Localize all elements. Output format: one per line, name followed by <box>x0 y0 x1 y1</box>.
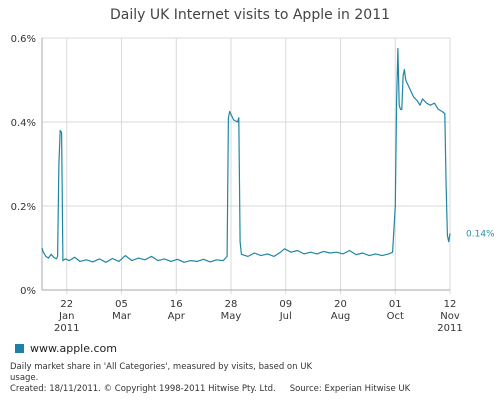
x-tick-label: May <box>221 311 242 322</box>
y-axis: 0% 0.2% 0.4% 0.6% <box>11 34 36 297</box>
x-tick-label: 12 <box>444 299 457 310</box>
x-tick-label: 2011 <box>54 323 79 334</box>
x-tick-label: Jan <box>58 311 74 322</box>
footnote-line-3: Created: 18/11/2011. © Copyright 1998-20… <box>10 384 490 395</box>
footnote: Daily market share in 'All Categories', … <box>10 362 490 395</box>
legend-label: www.apple.com <box>30 342 117 355</box>
x-tick-label: 28 <box>225 299 238 310</box>
footnote-created: Created: 18/11/2011. © Copyright 1998-20… <box>10 384 276 394</box>
footnote-source: Source: Experian Hitwise UK <box>289 384 411 394</box>
x-tick-label: Oct <box>387 311 404 322</box>
x-tick-label: 2011 <box>437 323 462 334</box>
x-tick-label: 05 <box>115 299 128 310</box>
grid <box>41 37 451 294</box>
legend-swatch <box>15 344 24 353</box>
x-tick-label: 09 <box>279 299 292 310</box>
x-tick-label: Mar <box>112 311 132 322</box>
x-tick-label: Apr <box>168 311 186 322</box>
y-tick-label: 0.4% <box>11 118 36 129</box>
x-tick-label: 20 <box>334 299 347 310</box>
series-line-apple <box>41 47 451 263</box>
x-tick-label: 16 <box>170 299 183 310</box>
footnote-line-1: Daily market share in 'All Categories', … <box>10 362 313 372</box>
y-tick-label: 0.6% <box>11 34 36 45</box>
series-layer <box>41 47 451 263</box>
end-label-layer: 0.14% <box>466 229 495 239</box>
x-tick-label: 22 <box>60 299 73 310</box>
chart-title: Daily UK Internet visits to Apple in 201… <box>109 7 391 23</box>
y-tick-label: 0% <box>20 286 36 297</box>
end-value-label: 0.14% <box>466 229 495 239</box>
y-tick-label: 0.2% <box>11 202 36 213</box>
x-tick-label: Nov <box>440 311 460 322</box>
legend: www.apple.com <box>15 342 117 355</box>
footnote-line-2: usage. <box>10 373 39 383</box>
x-tick-label: Jul <box>279 311 292 322</box>
x-tick-label: Aug <box>331 311 351 322</box>
x-tick-label: 01 <box>389 299 402 310</box>
x-axis: 22Jan201105Mar16Apr28May09Jul20Aug01Oct1… <box>54 299 463 334</box>
